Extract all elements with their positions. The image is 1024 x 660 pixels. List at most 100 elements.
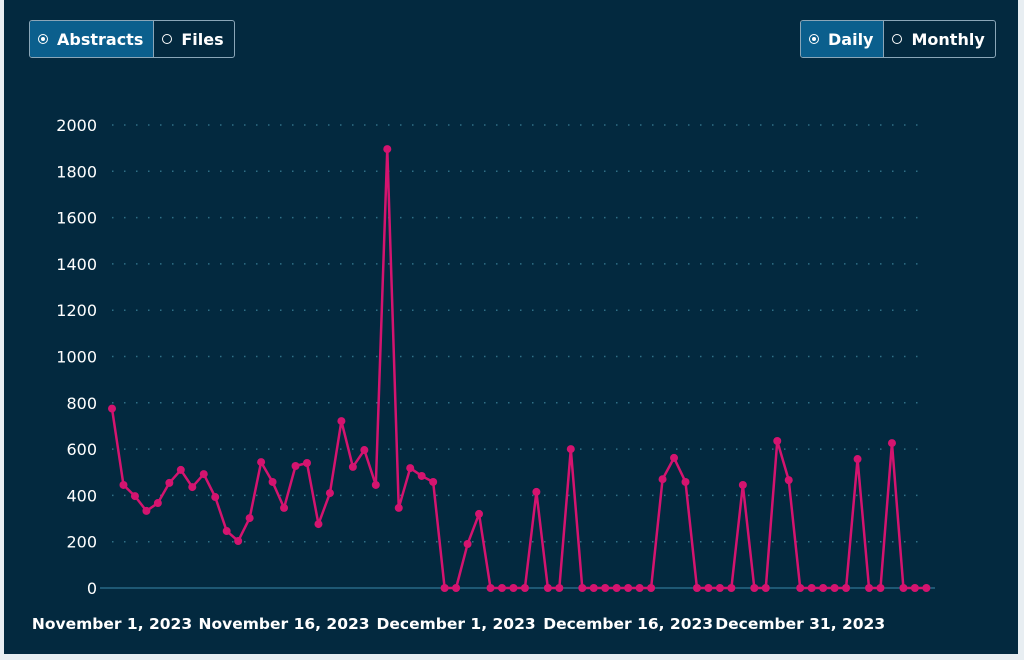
abstracts-option[interactable]: Abstracts <box>30 21 154 57</box>
data-point <box>211 493 220 502</box>
data-point <box>807 584 816 592</box>
data-point <box>681 477 690 486</box>
data-point <box>692 584 701 592</box>
period-toggle: Daily Monthly <box>800 20 996 58</box>
data-point <box>348 462 357 471</box>
y-tick-label: 400 <box>66 486 97 505</box>
data-point <box>784 476 793 485</box>
data-point <box>658 475 667 484</box>
data-point <box>704 584 713 592</box>
data-point <box>670 453 679 462</box>
data-point <box>119 480 128 489</box>
y-tick-label: 1000 <box>56 348 97 367</box>
data-point <box>761 584 770 592</box>
data-point <box>165 478 174 487</box>
y-tick-label: 1200 <box>56 301 97 320</box>
data-point <box>750 584 759 592</box>
data-point <box>819 584 828 592</box>
data-point <box>406 464 415 473</box>
radio-selected-icon <box>38 34 48 44</box>
y-tick-label: 800 <box>66 394 97 413</box>
files-option[interactable]: Files <box>153 21 233 57</box>
data-point <box>429 477 438 486</box>
data-point <box>257 458 266 467</box>
data-point <box>360 446 369 455</box>
data-point <box>130 492 139 501</box>
abstracts-label: Abstracts <box>57 29 144 49</box>
data-point <box>876 584 885 592</box>
data-point <box>509 584 518 592</box>
x-tick-label: December 1, 2023 <box>377 615 536 633</box>
data-point <box>245 514 254 523</box>
y-tick-label: 1800 <box>56 162 97 181</box>
series-line <box>110 147 927 590</box>
daily-option[interactable]: Daily <box>801 21 884 57</box>
data-point <box>738 480 747 489</box>
y-tick-label: 0 <box>87 579 97 598</box>
y-tick-label: 2000 <box>56 116 97 135</box>
data-point <box>440 584 449 592</box>
chart-panel: Abstracts Files Daily Monthly <box>4 0 1018 654</box>
data-point <box>727 584 736 592</box>
data-point <box>222 527 231 536</box>
x-tick-label: November 16, 2023 <box>199 615 370 633</box>
data-point <box>899 584 908 592</box>
data-point <box>280 503 289 512</box>
monthly-option[interactable]: Monthly <box>883 21 994 57</box>
y-tick-label: 1600 <box>56 209 97 228</box>
x-tick-label: November 1, 2023 <box>32 615 192 633</box>
data-point <box>612 584 621 592</box>
data-point <box>475 509 484 518</box>
data-point <box>520 584 529 592</box>
daily-label: Daily <box>828 29 874 49</box>
y-tick-label: 1400 <box>56 255 97 274</box>
data-point <box>486 584 495 592</box>
data-point <box>830 584 839 592</box>
data-point <box>910 584 919 592</box>
data-point <box>555 584 564 592</box>
y-tick-label: 600 <box>66 440 97 459</box>
data-point <box>887 439 896 448</box>
radio-icon <box>892 34 903 44</box>
x-tick-label: December 16, 2023 <box>543 615 713 633</box>
radio-icon <box>162 34 173 44</box>
data-point <box>865 584 874 592</box>
data-point <box>463 540 472 549</box>
data-point <box>601 584 610 592</box>
x-tick-label: December 31, 2023 <box>715 615 885 633</box>
data-point <box>234 537 243 546</box>
data-point <box>532 487 541 496</box>
data-point <box>543 584 552 592</box>
data-point <box>589 584 598 592</box>
data-point <box>635 584 644 592</box>
data-point <box>922 584 931 592</box>
data-point <box>842 584 851 592</box>
data-point <box>497 584 506 592</box>
data-point <box>142 506 151 515</box>
data-point <box>452 584 461 592</box>
data-point <box>108 404 116 413</box>
data-point <box>337 417 346 426</box>
data-point <box>853 455 862 464</box>
data-type-toggle: Abstracts Files <box>29 20 235 58</box>
monthly-label: Monthly <box>911 29 985 49</box>
data-point <box>188 483 197 492</box>
data-point <box>314 520 323 529</box>
data-point <box>325 489 334 498</box>
data-point <box>624 584 633 592</box>
data-point <box>153 499 162 508</box>
data-point <box>566 445 575 454</box>
data-point <box>268 477 277 486</box>
data-point <box>578 584 587 592</box>
data-point <box>199 470 208 479</box>
data-point <box>647 584 656 592</box>
data-point <box>302 458 311 467</box>
data-point <box>383 145 392 154</box>
files-label: Files <box>181 29 224 49</box>
data-point <box>176 465 185 474</box>
data-point <box>371 480 380 489</box>
data-point <box>796 584 805 592</box>
y-tick-label: 200 <box>66 533 97 552</box>
data-point <box>773 436 782 445</box>
